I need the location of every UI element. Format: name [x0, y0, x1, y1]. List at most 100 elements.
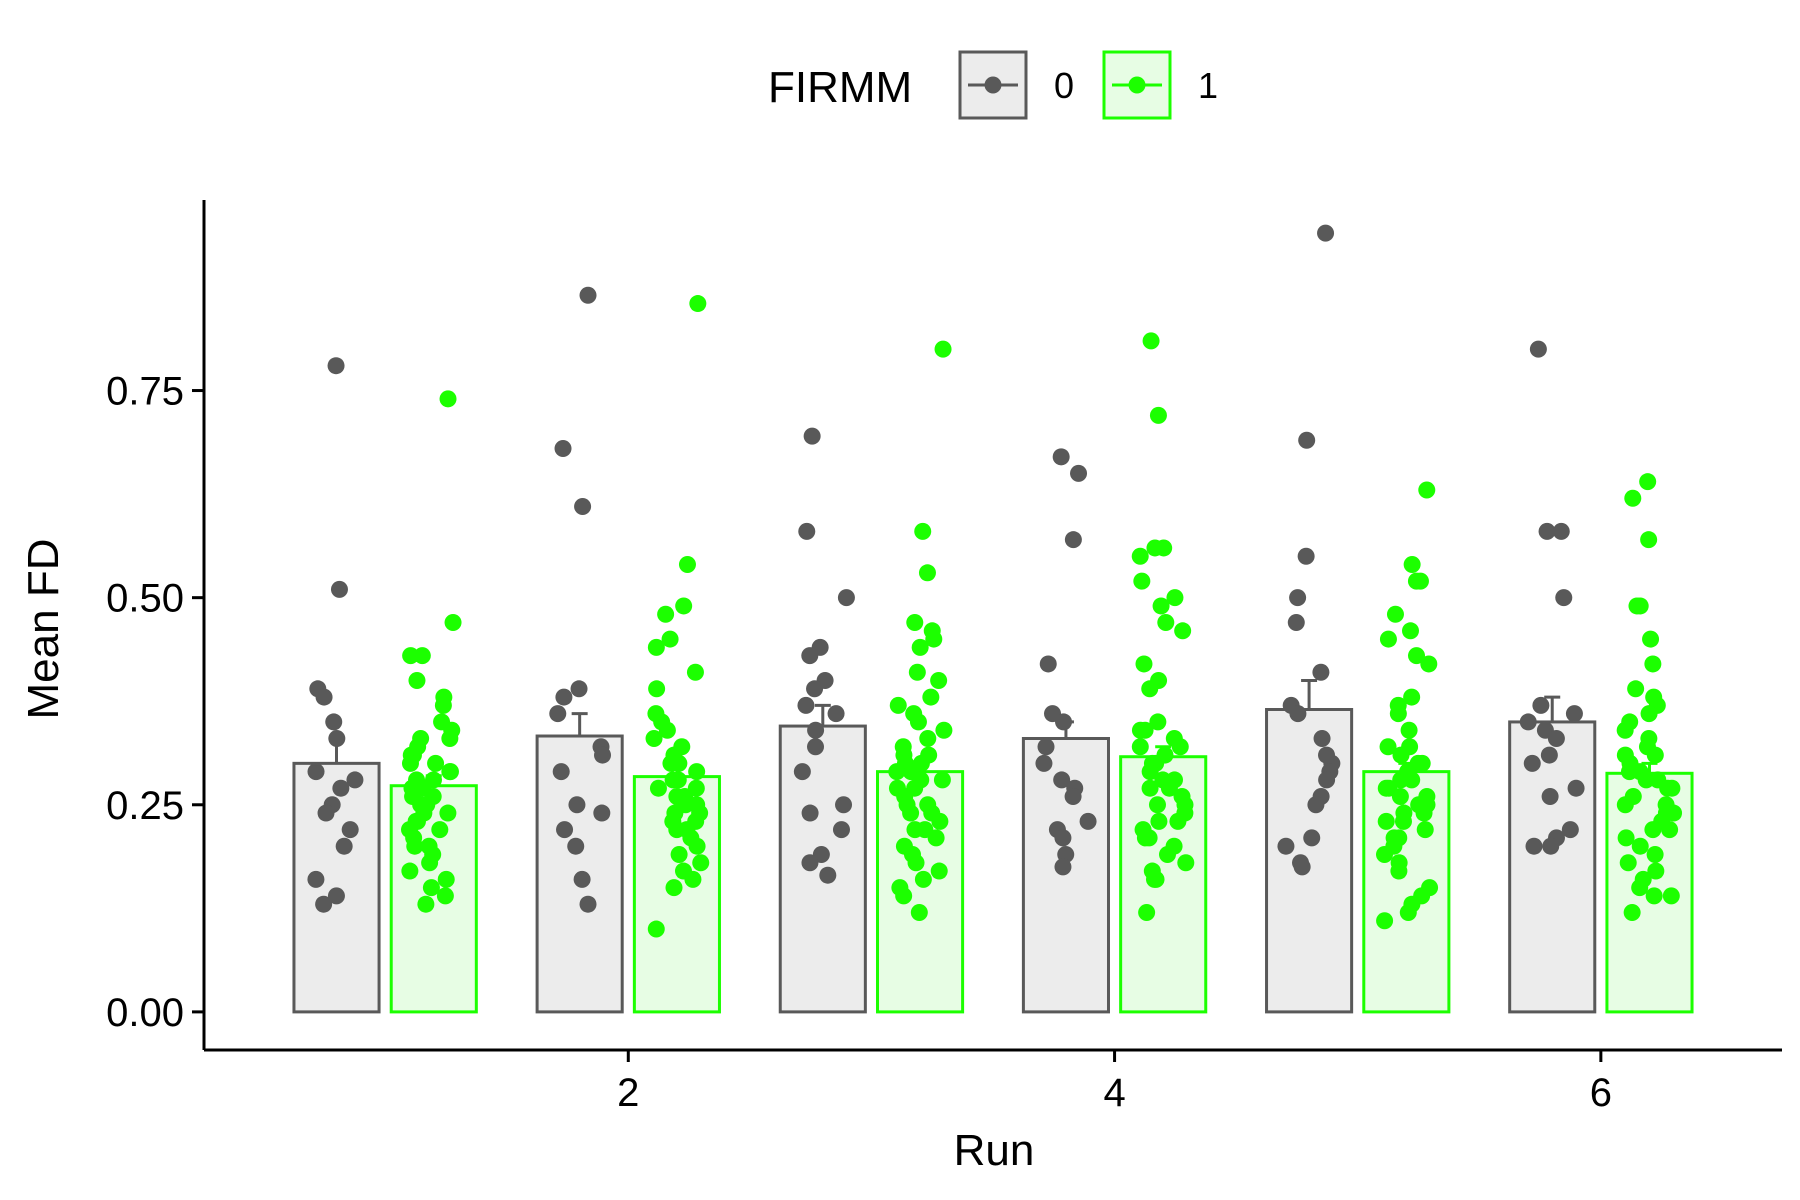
point-firmm-0-run-1 — [307, 763, 325, 781]
legend-title: FIRMM — [768, 63, 912, 112]
point-firmm-1-run-4 — [1141, 680, 1159, 698]
point-firmm-1-run-2 — [649, 779, 667, 797]
point-firmm-0-run-3 — [837, 589, 855, 607]
point-firmm-1-run-3 — [931, 812, 949, 830]
point-firmm-1-run-6 — [1644, 821, 1662, 839]
point-firmm-1-run-3 — [914, 522, 932, 540]
point-firmm-1-run-1 — [434, 696, 452, 714]
point-firmm-1-run-3 — [907, 854, 925, 872]
point-firmm-0-run-3 — [801, 647, 819, 665]
point-firmm-0-run-6 — [1532, 696, 1550, 714]
point-firmm-0-run-6 — [1561, 821, 1579, 839]
point-firmm-0-run-6 — [1541, 787, 1559, 805]
point-firmm-1-run-4 — [1177, 854, 1195, 872]
point-firmm-1-run-2 — [675, 597, 693, 615]
point-firmm-1-run-2 — [686, 663, 704, 681]
point-firmm-0-run-6 — [1540, 746, 1558, 764]
point-firmm-1-run-4 — [1131, 738, 1149, 756]
point-firmm-1-run-4 — [1149, 406, 1167, 424]
point-firmm-1-run-4 — [1158, 845, 1176, 863]
point-firmm-1-run-6 — [1624, 489, 1642, 507]
point-firmm-0-run-1 — [328, 729, 346, 747]
point-firmm-1-run-2 — [645, 729, 663, 747]
legend-key-dot-1 — [1128, 76, 1146, 94]
point-firmm-1-run-5 — [1392, 771, 1410, 789]
point-firmm-0-run-3 — [819, 866, 837, 884]
point-firmm-0-run-5 — [1307, 796, 1325, 814]
points-layer — [307, 224, 1683, 938]
point-firmm-1-run-2 — [692, 854, 710, 872]
point-firmm-0-run-4 — [1037, 738, 1055, 756]
bar-firmm-1-run-1 — [389, 784, 478, 1014]
point-firmm-1-run-4 — [1135, 655, 1153, 673]
point-firmm-1-run-2 — [670, 845, 688, 863]
point-firmm-1-run-5 — [1408, 647, 1426, 665]
point-firmm-1-run-1 — [444, 614, 462, 632]
point-firmm-0-run-6 — [1529, 340, 1547, 358]
point-firmm-1-run-2 — [658, 721, 676, 739]
point-firmm-0-run-6 — [1555, 589, 1573, 607]
point-firmm-0-run-4 — [1039, 655, 1057, 673]
point-firmm-1-run-1 — [441, 763, 459, 781]
point-firmm-1-run-2 — [678, 556, 696, 574]
point-firmm-0-run-1 — [346, 771, 364, 789]
point-firmm-1-run-4 — [1171, 738, 1189, 756]
point-firmm-0-run-3 — [797, 696, 815, 714]
point-firmm-0-run-2 — [579, 895, 597, 913]
legend-label-1: 1 — [1198, 65, 1218, 106]
point-firmm-1-run-6 — [1646, 845, 1664, 863]
point-firmm-0-run-3 — [801, 804, 819, 822]
point-firmm-0-run-4 — [1070, 464, 1088, 482]
point-firmm-1-run-4 — [1142, 332, 1160, 350]
point-firmm-0-run-4 — [1054, 829, 1072, 847]
point-firmm-1-run-6 — [1644, 655, 1662, 673]
point-firmm-0-run-1 — [315, 688, 333, 706]
point-firmm-0-run-4 — [1055, 713, 1073, 731]
point-firmm-1-run-2 — [648, 680, 666, 698]
point-firmm-1-run-2 — [689, 295, 707, 313]
point-firmm-0-run-5 — [1298, 431, 1316, 449]
point-firmm-0-run-2 — [552, 763, 570, 781]
point-firmm-1-run-2 — [665, 879, 683, 897]
point-firmm-1-run-3 — [925, 630, 943, 648]
point-firmm-0-run-6 — [1552, 522, 1570, 540]
point-firmm-1-run-5 — [1376, 912, 1394, 930]
point-firmm-1-run-3 — [914, 870, 932, 888]
y-axis-ticks: 0.00 0.25 0.50 0.75 — [106, 370, 204, 1035]
x-axis-title: Run — [954, 1126, 1035, 1175]
point-firmm-0-run-3 — [827, 705, 845, 723]
point-firmm-1-run-5 — [1386, 605, 1404, 623]
point-firmm-0-run-3 — [793, 763, 811, 781]
point-firmm-1-run-4 — [1152, 597, 1170, 615]
point-firmm-1-run-6 — [1616, 796, 1634, 814]
point-firmm-0-run-1 — [332, 779, 350, 797]
point-firmm-0-run-3 — [801, 854, 819, 872]
point-firmm-1-run-4 — [1136, 721, 1154, 739]
point-firmm-1-run-6 — [1647, 862, 1665, 880]
point-firmm-0-run-2 — [573, 870, 591, 888]
point-firmm-1-run-1 — [406, 837, 424, 855]
point-firmm-1-run-5 — [1416, 821, 1434, 839]
point-firmm-1-run-5 — [1392, 746, 1410, 764]
point-firmm-1-run-6 — [1619, 854, 1637, 872]
point-firmm-1-run-2 — [661, 630, 679, 648]
point-firmm-0-run-2 — [579, 286, 597, 304]
point-firmm-1-run-3 — [888, 763, 906, 781]
point-firmm-0-run-6 — [1542, 837, 1560, 855]
point-firmm-1-run-6 — [1661, 821, 1679, 839]
point-firmm-1-run-6 — [1616, 721, 1634, 739]
point-firmm-0-run-6 — [1519, 713, 1537, 731]
point-firmm-1-run-5 — [1399, 903, 1417, 921]
point-firmm-1-run-3 — [906, 614, 924, 632]
point-firmm-1-run-3 — [927, 829, 945, 847]
point-firmm-1-run-5 — [1400, 721, 1418, 739]
point-firmm-0-run-3 — [807, 738, 825, 756]
point-firmm-1-run-5 — [1376, 845, 1394, 863]
point-firmm-1-run-1 — [413, 647, 431, 665]
y-tick-label: 0.25 — [106, 784, 184, 828]
point-firmm-0-run-6 — [1567, 779, 1585, 797]
point-firmm-1-run-4 — [1149, 713, 1167, 731]
point-firmm-0-run-4 — [1054, 858, 1072, 876]
point-firmm-1-run-1 — [437, 870, 455, 888]
